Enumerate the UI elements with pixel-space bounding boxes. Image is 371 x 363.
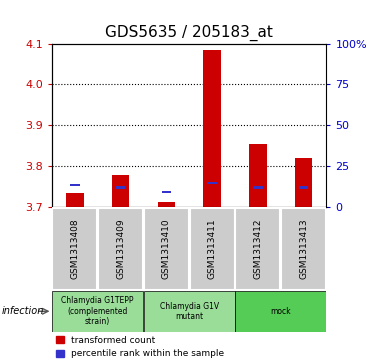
Bar	[161, 191, 171, 193]
Text: GSM1313412: GSM1313412	[253, 219, 262, 279]
Bar	[52, 291, 143, 332]
Text: GSM1313413: GSM1313413	[299, 218, 308, 279]
Bar	[116, 186, 125, 188]
Bar	[158, 202, 175, 207]
Text: GSM1313408: GSM1313408	[70, 218, 79, 279]
Bar	[98, 208, 143, 290]
Text: Chlamydia G1TEPP
(complemented
strain): Chlamydia G1TEPP (complemented strain)	[62, 296, 134, 326]
Bar	[249, 144, 266, 207]
Text: GSM1313410: GSM1313410	[162, 218, 171, 279]
Bar	[203, 50, 221, 207]
Bar	[281, 208, 326, 290]
Bar	[207, 182, 217, 184]
Bar	[190, 208, 234, 290]
Text: GSM1313409: GSM1313409	[116, 218, 125, 279]
Bar	[253, 186, 263, 188]
Text: infection: infection	[2, 306, 44, 316]
Bar	[52, 208, 97, 290]
Bar	[66, 193, 83, 207]
Legend: transformed count, percentile rank within the sample: transformed count, percentile rank withi…	[56, 336, 224, 359]
Text: Chlamydia G1V
mutant: Chlamydia G1V mutant	[160, 302, 219, 321]
Bar	[70, 184, 80, 187]
Bar	[236, 291, 326, 332]
Bar	[144, 208, 189, 290]
Bar	[112, 175, 129, 207]
Text: mock: mock	[270, 307, 291, 316]
Bar	[295, 158, 312, 207]
Title: GDS5635 / 205183_at: GDS5635 / 205183_at	[105, 25, 273, 41]
Bar	[144, 291, 234, 332]
Text: GSM1313411: GSM1313411	[208, 218, 217, 279]
Bar	[299, 186, 308, 188]
Bar	[236, 208, 280, 290]
